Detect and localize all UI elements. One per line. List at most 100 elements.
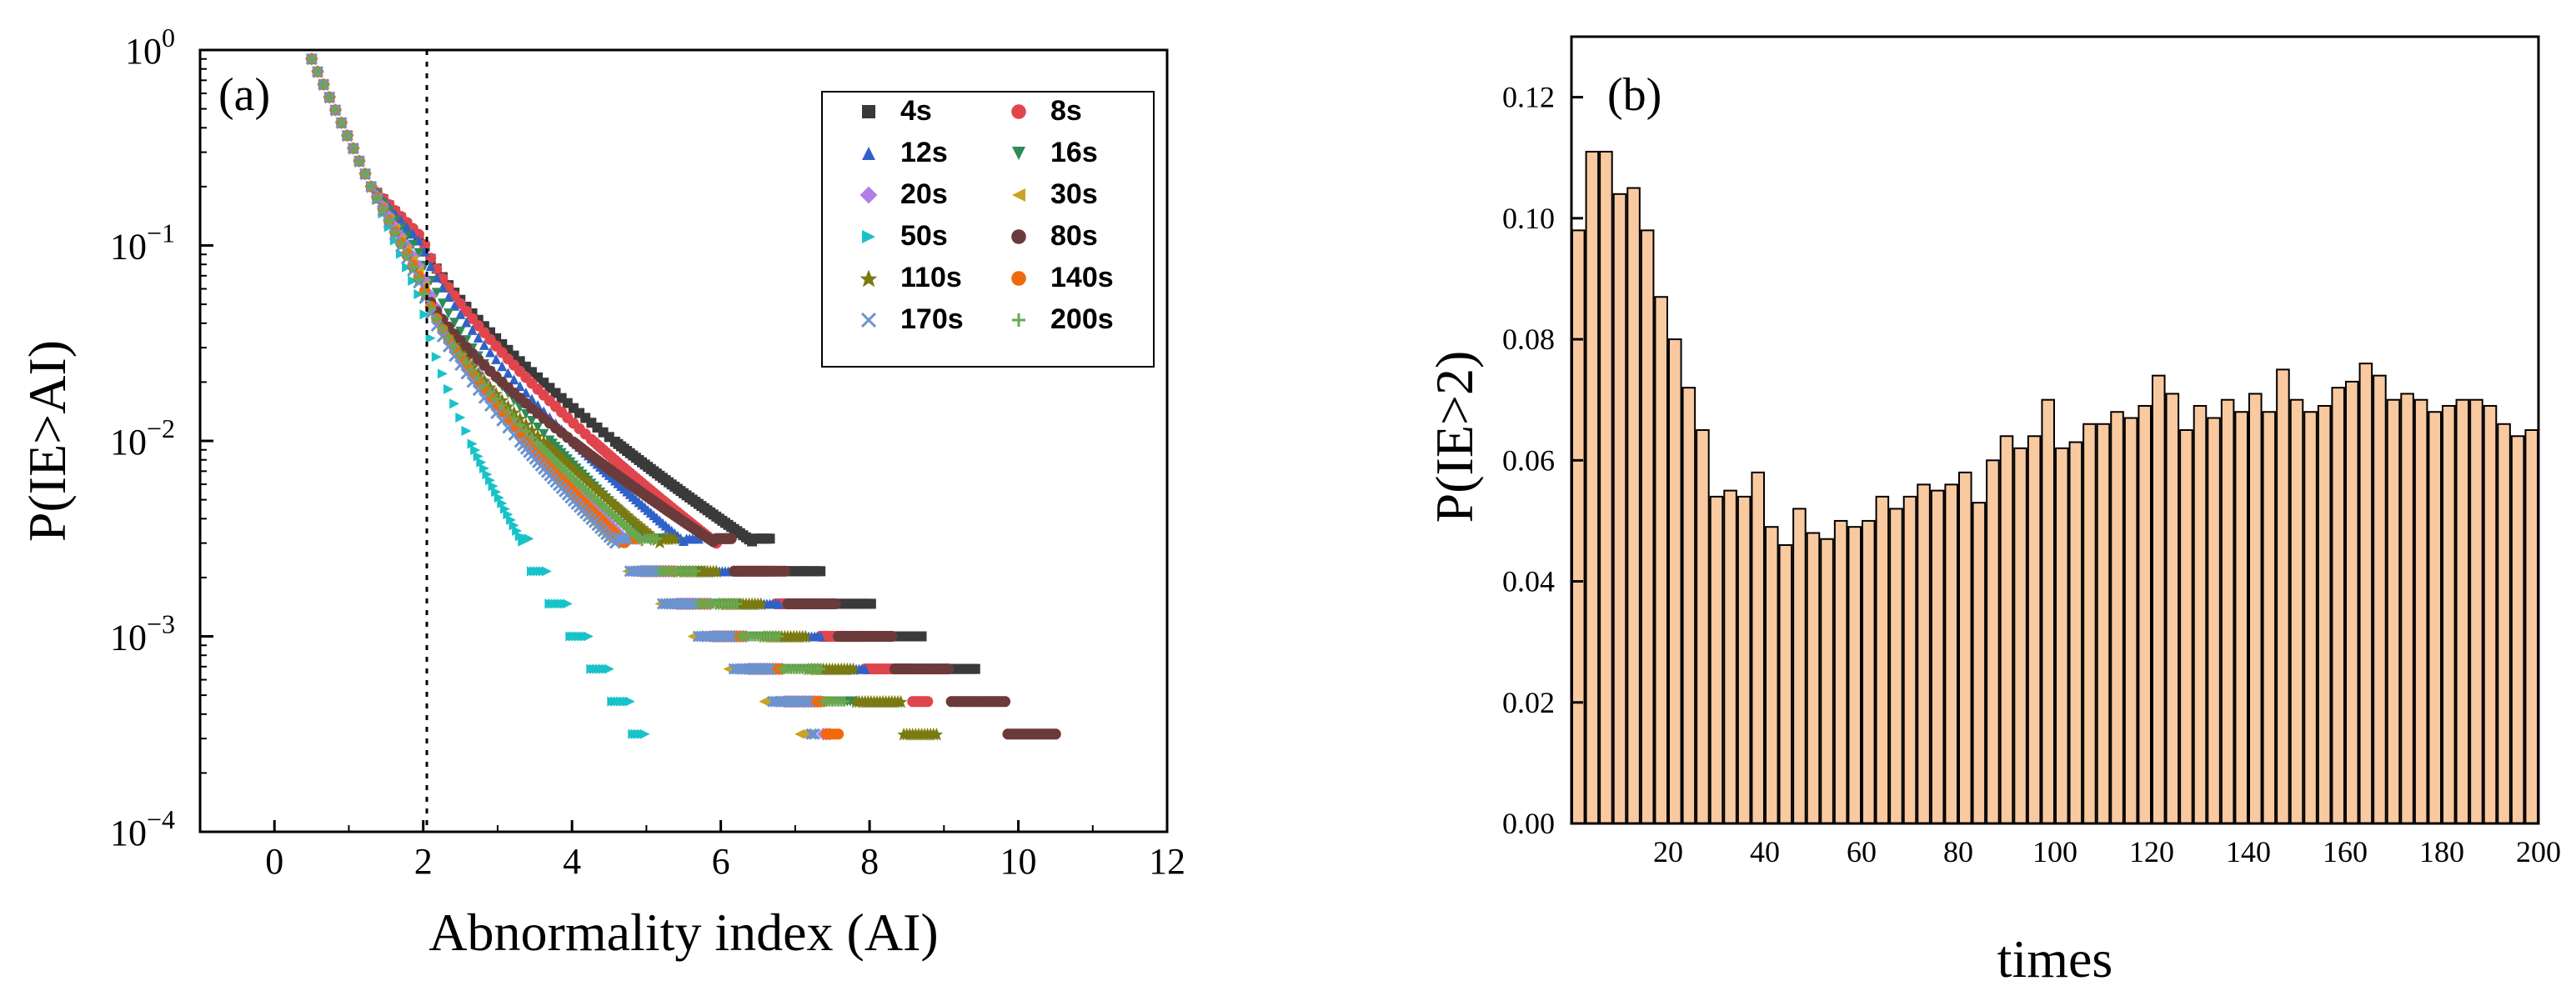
chart-a-series-170s: [305, 53, 821, 740]
chart-a-data-point: [461, 317, 472, 328]
chart-a-data-point: [690, 566, 701, 577]
chart-a-data-point: [485, 387, 495, 398]
chart-a-data-point: [449, 350, 461, 363]
chart-a-data-point: [395, 215, 406, 226]
chart-b-bars-layer: [1571, 150, 2538, 825]
chart-a-data-point: [372, 193, 383, 203]
chart-b-bar: [1875, 495, 1890, 825]
chart-b-bar: [2234, 411, 2248, 824]
chart-b-bar: [2386, 398, 2401, 824]
chart-a-data-point: [624, 696, 635, 707]
chart-b-bar: [2400, 393, 2414, 824]
chart-b-bar: [1862, 519, 1876, 825]
chart-a-data-point: [408, 275, 418, 286]
chart-b-x-tick-label: 40: [1750, 835, 1780, 868]
chart-a-data-point: [514, 531, 525, 542]
chart-a-data-point: [413, 288, 424, 299]
chart-a-data-point: [774, 631, 784, 642]
chart-a-data-point: [846, 662, 860, 676]
chart-a-data-point: [425, 333, 436, 343]
chart-b-bar: [2413, 398, 2428, 824]
legend-label-110s: 110s: [900, 262, 962, 293]
chart-b-bar: [2027, 435, 2042, 824]
chart-b-bar: [2331, 387, 2345, 824]
chart-b-x-tick-label: 200: [2516, 835, 2561, 868]
legend-marker-16s: [1012, 147, 1025, 160]
chart-a-data-point: [916, 631, 927, 642]
chart-b-bar: [2303, 411, 2318, 824]
chart-a-data-point: [395, 248, 406, 259]
chart-a-data-point: [412, 259, 426, 273]
chart-b-bar: [2317, 404, 2332, 824]
chart-a-data-point: [970, 663, 980, 674]
chart-b-y-tick-label: 0.10: [1502, 202, 1555, 235]
panel-label-a: (a): [218, 69, 270, 121]
chart-a-x-tick-label: 2: [414, 841, 433, 882]
chart-b-bar: [1792, 508, 1807, 825]
chart-a-data-point: [336, 118, 347, 128]
chart-b-bar: [2110, 411, 2124, 824]
chart-a-data-point: [815, 631, 826, 642]
chart-a-data-point: [514, 381, 525, 392]
chart-a-data-point: [562, 598, 573, 609]
chart-b-bar: [1765, 526, 1779, 825]
chart-b-bar: [1999, 435, 2014, 824]
chart-b-y-ticks: 0.00 0.02 0.04 0.06 0.08 0.10 0.12: [1502, 81, 1583, 840]
chart-a-data-point: [437, 368, 448, 379]
chart-a-data-point: [485, 347, 495, 358]
chart-b-x-tick-label: 20: [1653, 835, 1683, 868]
chart-b-y-axis-title: P(IE>2): [1425, 351, 1484, 523]
chart-a-data-point: [494, 493, 504, 503]
chart-a-series-200s: [306, 53, 849, 707]
chart-a-data-point: [389, 228, 400, 238]
chart-a-data-point: [805, 728, 818, 740]
chart-a-x-tick-label: 8: [860, 841, 879, 882]
chart-a-data-point: [799, 629, 813, 643]
chart-a-y-tick-label: 10−2: [110, 413, 175, 463]
legend-label-170s: 170s: [900, 303, 964, 335]
chart-a-data-point: [943, 663, 955, 675]
chart-a-data-point: [497, 498, 508, 508]
chart-a-x-tick-label: 10: [1000, 841, 1037, 882]
chart-b-bar: [1599, 150, 1613, 824]
chart-a-data-point: [488, 481, 499, 492]
chart-a-data-point: [693, 533, 704, 544]
chart-a-data-point: [725, 630, 738, 643]
chart-b-bar: [1654, 296, 1669, 824]
chart-b-bar: [2165, 393, 2180, 824]
chart-a-data-point: [725, 533, 737, 544]
chart-b-bar: [2428, 411, 2442, 824]
legend-marker-80s: [1011, 229, 1026, 244]
chart-b-bar: [2096, 423, 2111, 824]
chart-a-data-point: [526, 432, 537, 443]
chart-b-bar: [2483, 404, 2498, 824]
legend-label-4s: 4s: [900, 95, 932, 127]
legend-label-200s: 200s: [1050, 303, 1114, 335]
chart-b-y-tick-label: 0.02: [1502, 686, 1555, 719]
chart-a-legend: 4s 8s 12s 16s 20s 30s 50s 80s 110s 140s 170s 200s: [821, 91, 1155, 368]
chart-a-data-point: [686, 598, 699, 610]
chart-a-x-tick-label: 4: [563, 841, 581, 882]
chart-a-data-point: [479, 463, 489, 474]
chart-a-data-point: [461, 426, 472, 437]
chart-a-data-point: [437, 298, 448, 309]
chart-a-data-point: [586, 418, 597, 428]
chart-a-data-point: [815, 566, 826, 577]
chart-a-data-point: [541, 566, 552, 577]
chart-a-data-point: [774, 598, 784, 609]
legend-marker-12s: [862, 147, 875, 160]
chart-a-data-point: [509, 520, 519, 531]
chart-a-data-point: [330, 105, 341, 116]
chart-b-y-tick-label: 0.06: [1502, 443, 1555, 477]
legend-marker-110s: [860, 269, 878, 288]
chart-a-data-point: [460, 305, 473, 317]
chart-b-bar: [1944, 483, 1958, 824]
chart-a-data-point: [419, 288, 430, 299]
chart-b-bar: [2152, 374, 2166, 824]
chart-a-data-point: [525, 423, 539, 437]
chart-a-data-point: [779, 565, 790, 577]
chart-b-bar: [2455, 398, 2470, 824]
chart-panel-b: 20 40 60 80 100 120 140 160 180 200 0.000.020.040…: [1425, 35, 2561, 988]
chart-a-data-point: [431, 352, 442, 363]
